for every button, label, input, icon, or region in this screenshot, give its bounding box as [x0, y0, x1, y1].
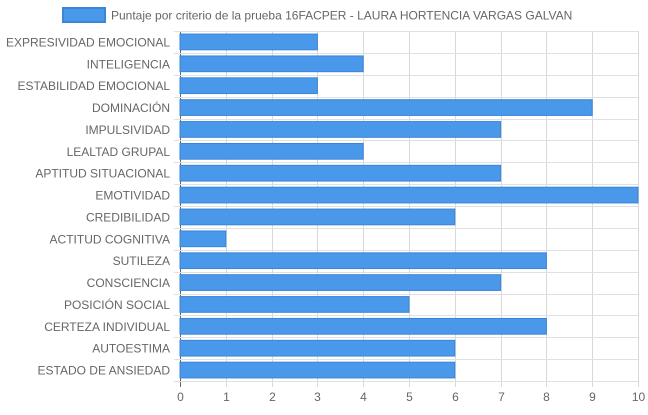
- bar[interactable]: [179, 55, 364, 73]
- x-tick-label: 4: [360, 390, 367, 404]
- bar[interactable]: [179, 317, 547, 335]
- y-category-label: ACTITUD COGNITIVA: [50, 232, 170, 246]
- bar[interactable]: [179, 252, 547, 270]
- legend-swatch[interactable]: [62, 7, 106, 23]
- bar[interactable]: [179, 142, 364, 160]
- x-tick-label: 5: [406, 390, 413, 404]
- x-axis-ticks: 0 1 2 3 4 5 6 7 8 9 10: [177, 390, 645, 404]
- bar[interactable]: [179, 77, 318, 95]
- y-category-label: DOMINACIÓN: [92, 100, 170, 115]
- y-category-label: CONSCIENCIA: [87, 276, 170, 290]
- bar[interactable]: [179, 230, 227, 248]
- bars: [179, 33, 639, 379]
- bar[interactable]: [179, 339, 456, 357]
- y-axis-labels: EXPRESIVIDAD EMOCIONAL INTELIGENCIA ESTABI…: [6, 35, 170, 377]
- bar[interactable]: [179, 361, 456, 379]
- legend-label[interactable]: Puntaje por criterio de la prueba 16FACP…: [111, 9, 572, 23]
- x-tick-label: 3: [314, 390, 321, 404]
- y-category-label: POSICIÓN SOCIAL: [64, 297, 170, 312]
- y-category-label: ESTABILIDAD EMOCIONAL: [18, 79, 171, 93]
- y-category-label: IMPULSIVIDAD: [85, 123, 170, 137]
- bar[interactable]: [179, 121, 502, 138]
- x-tick-label: 0: [177, 390, 184, 404]
- y-category-label: CREDIBILIDAD: [86, 210, 170, 224]
- bar[interactable]: [179, 33, 318, 51]
- y-category-label: INTELIGENCIA: [87, 57, 170, 71]
- y-category-label: SUTILEZA: [113, 254, 170, 268]
- legend[interactable]: Puntaje por criterio de la prueba 16FACP…: [62, 7, 572, 23]
- y-category-label: LEALTAD GRUPAL: [67, 145, 171, 159]
- x-tick-label: 10: [632, 390, 646, 404]
- y-category-label: EMOTIVIDAD: [95, 189, 170, 203]
- y-category-label: EXPRESIVIDAD EMOCIONAL: [6, 35, 170, 49]
- x-tick-label: 1: [223, 390, 230, 404]
- bar[interactable]: [179, 296, 410, 313]
- x-tick-label: 6: [452, 390, 459, 404]
- bar[interactable]: [179, 164, 502, 182]
- x-tick-label: 9: [589, 390, 596, 404]
- y-category-label: CERTEZA INDIVIDUAL: [44, 320, 170, 334]
- bar[interactable]: [179, 99, 593, 116]
- y-category-label: ESTADO DE ANSIEDAD: [38, 364, 171, 378]
- y-category-label: APTITUD SITUACIONAL: [35, 167, 170, 181]
- x-tick-label: 8: [543, 390, 550, 404]
- x-tick-label: 2: [269, 390, 276, 404]
- grid: [174, 31, 639, 387]
- y-category-label: AUTOESTIMA: [92, 342, 170, 356]
- bar[interactable]: [179, 208, 456, 226]
- bar[interactable]: [179, 274, 502, 291]
- x-tick-label: 7: [498, 390, 505, 404]
- bar[interactable]: [179, 186, 639, 204]
